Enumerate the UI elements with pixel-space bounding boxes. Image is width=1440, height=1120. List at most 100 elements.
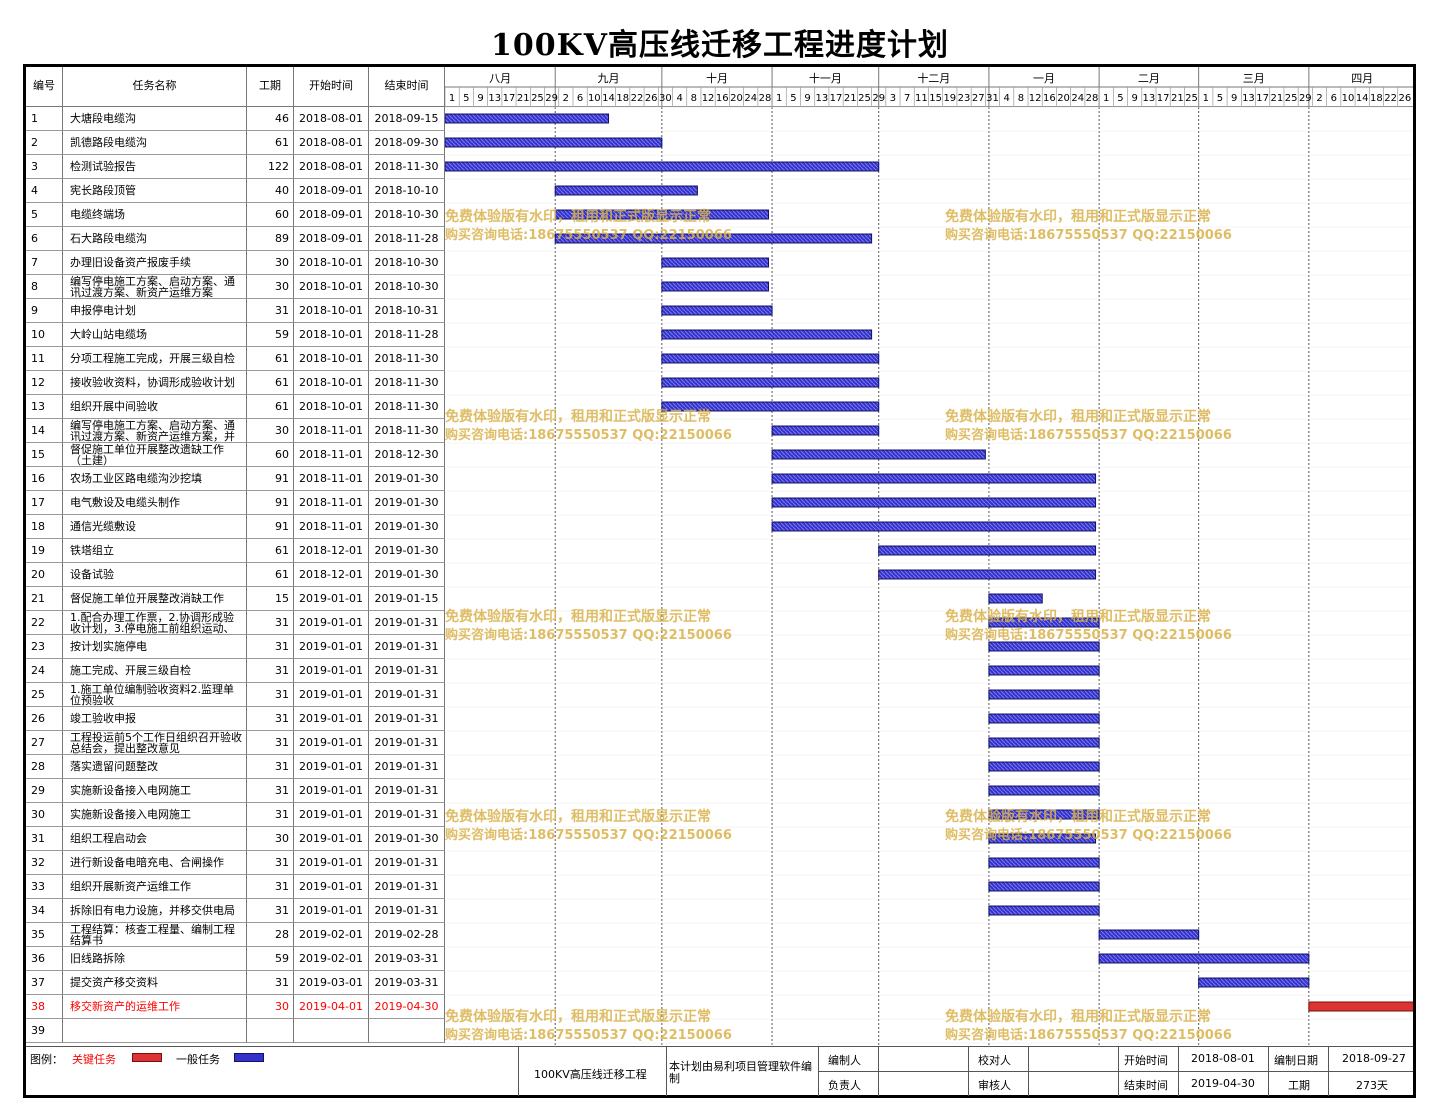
gantt-bar (771, 521, 1097, 532)
task-start: 2018-10-01 (294, 323, 369, 347)
task-id: 23 (26, 635, 63, 659)
task-id: 5 (26, 203, 63, 227)
gantt-bar (661, 401, 880, 412)
day-tick-label: 5 (1217, 93, 1223, 104)
gantt-bar (554, 209, 770, 220)
task-name: 拆除旧有电力设施，并移交供电局 (26, 899, 247, 923)
day-tick-label: 29 (872, 93, 885, 104)
gantt-bar (988, 809, 1100, 820)
day-tick-label: 17 (830, 93, 843, 104)
day-tick-label: 17 (1256, 93, 1269, 104)
task-id: 18 (26, 515, 63, 539)
gantt-bar (771, 425, 880, 436)
task-end: 2019-01-31 (369, 851, 445, 875)
task-id: 38 (26, 995, 63, 1019)
day-tick-label: 29 (545, 93, 558, 104)
task-id: 19 (26, 539, 63, 563)
day-tick-label: 17 (503, 93, 516, 104)
task-name: 落实遗留问题整改 (26, 755, 247, 779)
task-name: 组织工程启动会 (26, 827, 247, 851)
day-tick-label: 16 (1043, 93, 1056, 104)
task-duration: 30 (247, 827, 294, 851)
task-id: 31 (26, 827, 63, 851)
day-tick-label: 12 (702, 93, 715, 104)
gantt-bar (878, 545, 1097, 556)
task-end: 2019-01-30 (369, 467, 445, 491)
task-start: 2018-10-01 (294, 251, 369, 275)
task-id: 33 (26, 875, 63, 899)
gantt-bar (445, 161, 880, 172)
day-tick-label: 21 (844, 93, 857, 104)
task-name: 编写停电施工方案、启动方案、通讯过渡方案、新资产运维方案，并反馈修改意见 (26, 419, 247, 443)
day-tick-label: 27 (972, 93, 985, 104)
task-id: 28 (26, 755, 63, 779)
task-start: 2018-09-01 (294, 227, 369, 251)
task-start: 2018-09-01 (294, 203, 369, 227)
day-tick-label: 14 (1356, 93, 1369, 104)
task-start: 2019-01-01 (294, 779, 369, 803)
day-tick-label: 10 (588, 93, 601, 104)
gantt-bar (988, 905, 1100, 916)
month-label: 十二月 (917, 71, 950, 85)
gantt-frame: 编号 任务名称 工期 开始时间 结束时间 1 大塘段电缆沟 46 2018-08-01… (23, 64, 1416, 1098)
day-tick-label: 23 (958, 93, 971, 104)
task-id: 13 (26, 395, 63, 419)
task-name: 申报停电计划 (26, 299, 247, 323)
task-end: 2019-01-31 (369, 731, 445, 755)
day-tick-label: 30 (659, 93, 672, 104)
task-duration: 46 (247, 107, 294, 131)
day-tick-label: 13 (1242, 93, 1255, 104)
task-id: 12 (26, 371, 63, 395)
task-end: 2018-11-30 (369, 395, 445, 419)
task-name: 电缆终端场 (26, 203, 247, 227)
task-start: 2019-04-01 (294, 995, 369, 1019)
task-start: 2018-12-01 (294, 539, 369, 563)
task-start: 2018-12-01 (294, 563, 369, 587)
day-tick-label: 5 (790, 93, 796, 104)
month-label: 十月 (706, 71, 728, 85)
task-duration: 91 (247, 467, 294, 491)
gantt-bar (988, 713, 1100, 724)
day-tick-label: 22 (631, 93, 644, 104)
day-tick-label: 16 (716, 93, 729, 104)
gantt-bar (988, 689, 1100, 700)
task-id: 22 (26, 611, 63, 635)
watermark-text: 免费体验版有水印，租用和正式版显示正常 (445, 208, 711, 225)
gantt-bar (1098, 953, 1310, 964)
gantt-bar (445, 137, 663, 148)
task-id: 25 (26, 683, 63, 707)
task-start (294, 1019, 369, 1043)
task-end: 2018-09-30 (369, 131, 445, 155)
day-tick-label: 25 (1185, 93, 1198, 104)
task-start: 2018-08-01 (294, 155, 369, 179)
watermark-text: 免费体验版有水印，租用和正式版显示正常 (445, 808, 711, 825)
task-id: 39 (26, 1019, 63, 1043)
task-end: 2018-11-30 (369, 419, 445, 443)
task-id: 3 (26, 155, 63, 179)
task-start: 2018-11-01 (294, 467, 369, 491)
task-start: 2019-01-01 (294, 827, 369, 851)
day-tick-label: 5 (463, 93, 469, 104)
day-tick-label: 5 (1117, 93, 1123, 104)
task-end: 2019-01-15 (369, 587, 445, 611)
task-duration: 31 (247, 659, 294, 683)
task-name: 办理旧设备资产报废手续 (26, 251, 247, 275)
gantt-bar (988, 665, 1100, 676)
task-end: 2019-03-31 (369, 947, 445, 971)
day-tick-label: 9 (1231, 93, 1237, 104)
day-tick-label: 2 (1316, 93, 1322, 104)
gantt-bar (661, 257, 770, 268)
footer: 图例： 关键任务 一般任务 100KV高压线迁移工程 本计划由易利项目管理软件编… (26, 1046, 1413, 1096)
task-id: 2 (26, 131, 63, 155)
manager-label: 负责人 (828, 1079, 861, 1092)
gantt-bar (878, 569, 1097, 580)
gantt-bar (988, 593, 1043, 604)
task-end: 2018-10-30 (369, 275, 445, 299)
task-start: 2018-08-01 (294, 131, 369, 155)
gantt-bar (988, 833, 1097, 844)
task-id: 9 (26, 299, 63, 323)
task-name: 农场工业区路电缆沟沙挖填 (26, 467, 247, 491)
day-tick-label: 18 (616, 93, 629, 104)
task-start: 2019-01-01 (294, 707, 369, 731)
task-start: 2018-11-01 (294, 491, 369, 515)
